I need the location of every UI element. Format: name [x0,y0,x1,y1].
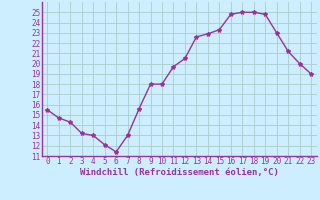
X-axis label: Windchill (Refroidissement éolien,°C): Windchill (Refroidissement éolien,°C) [80,168,279,177]
